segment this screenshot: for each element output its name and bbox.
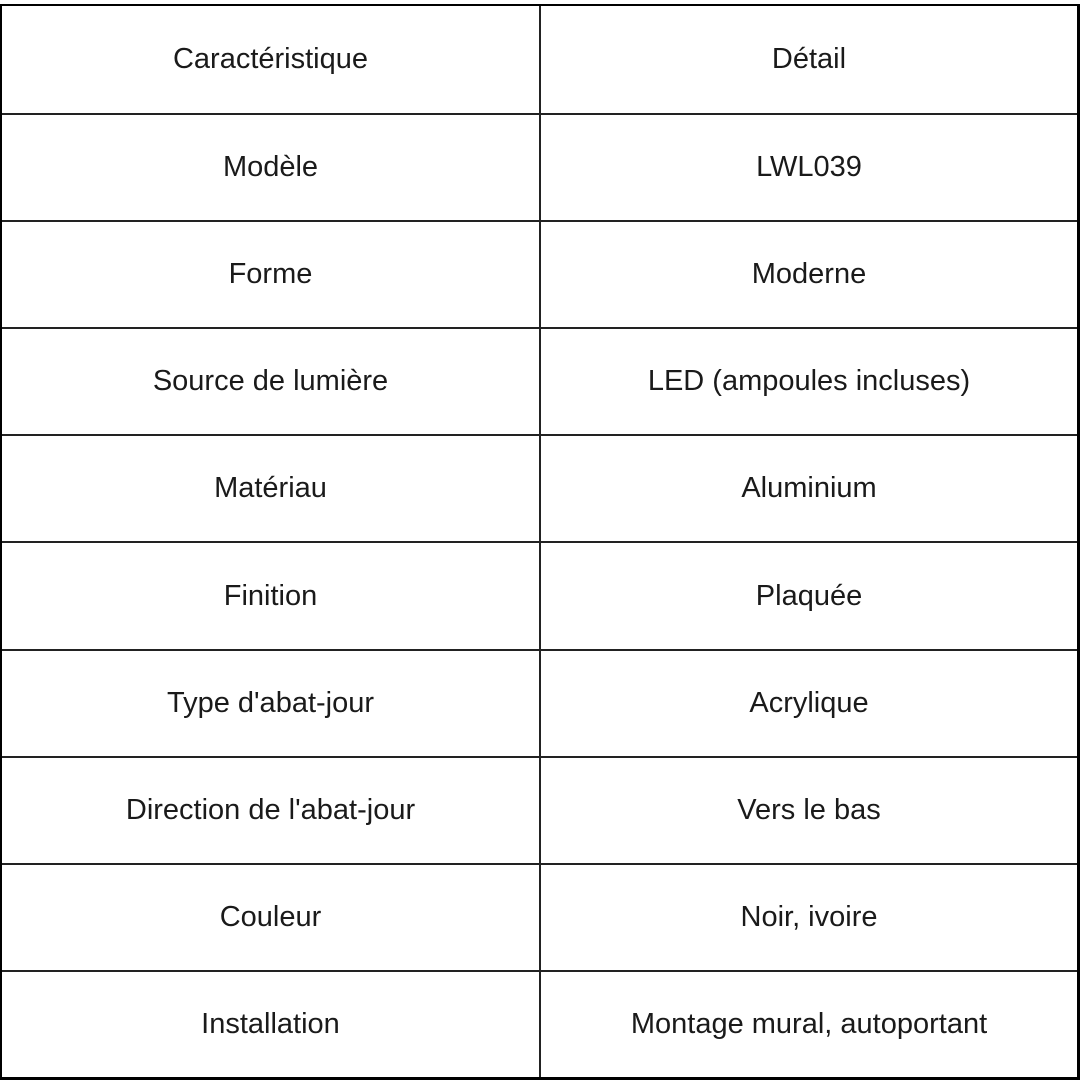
feature-cell: Type d'abat-jour bbox=[2, 650, 541, 756]
table-row: Installation Montage mural, autoportant bbox=[2, 969, 1077, 1077]
table-header-row: Caractéristique Détail bbox=[2, 6, 1077, 114]
table-row: Forme Moderne bbox=[2, 220, 1077, 328]
detail-cell: Noir, ivoire bbox=[740, 900, 878, 933]
table-row: Matériau Aluminium bbox=[2, 434, 1077, 542]
feature-cell: Couleur bbox=[2, 864, 541, 970]
table-row: Direction de l'abat-jour Vers le bas bbox=[2, 755, 1077, 863]
detail-cell: Plaquée bbox=[755, 579, 863, 612]
header-cell: Caractéristique bbox=[2, 6, 541, 114]
table-row: Couleur Noir, ivoire bbox=[2, 862, 1077, 970]
feature-cell: Direction de l'abat-jour bbox=[2, 757, 541, 863]
table-row: Finition Plaquée bbox=[2, 541, 1077, 649]
table-row: Source de lumière LED (ampoules incluses) bbox=[2, 327, 1077, 435]
detail-cell: Aluminium bbox=[741, 472, 877, 505]
feature-cell: Finition bbox=[2, 543, 541, 649]
feature-cell: Source de lumière bbox=[2, 329, 541, 435]
table-row: Modèle LWL039 bbox=[2, 113, 1077, 221]
spec-table: Caractéristique Détail Modèle LWL039 Forme… bbox=[0, 4, 1080, 1080]
feature-cell: Installation bbox=[2, 971, 541, 1077]
detail-cell: Acrylique bbox=[749, 686, 869, 719]
detail-cell: LED (ampoules incluses) bbox=[647, 365, 971, 398]
header-cell: Détail bbox=[771, 43, 847, 76]
feature-cell: Forme bbox=[2, 222, 541, 328]
feature-cell: Matériau bbox=[2, 436, 541, 542]
detail-cell: Vers le bas bbox=[737, 793, 881, 826]
detail-cell: Montage mural, autoportant bbox=[630, 1007, 988, 1040]
detail-cell: Moderne bbox=[751, 258, 867, 291]
feature-cell: Modèle bbox=[2, 115, 541, 221]
table-row: Type d'abat-jour Acrylique bbox=[2, 648, 1077, 756]
detail-cell: LWL039 bbox=[756, 151, 862, 184]
